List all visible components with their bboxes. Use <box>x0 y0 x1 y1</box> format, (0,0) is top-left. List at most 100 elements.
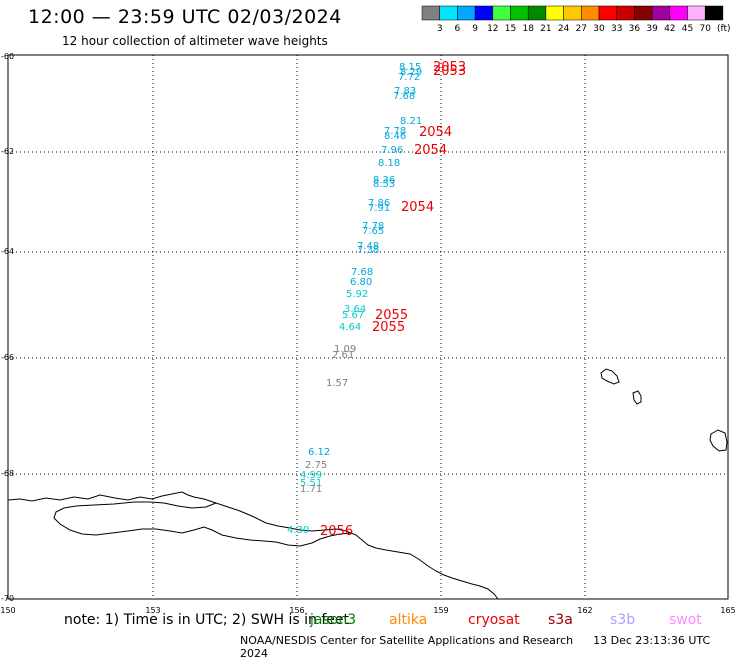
wave-height-label: 5.92 <box>346 289 368 300</box>
satellite-jason3: jason3 <box>310 612 357 628</box>
legend-swatch-14 <box>669 5 688 21</box>
lon-tick-label: 165 <box>720 606 735 615</box>
wave-height-label: 7.38 <box>357 245 379 256</box>
legend-label: 6 <box>455 24 461 34</box>
satellite-altika: altika <box>389 612 428 628</box>
legend-label: 30 <box>593 24 605 34</box>
wave-height-labels: 8.158.297.727.837.688.217.788.467.968.18… <box>287 62 422 536</box>
wave-height-label: 6.12 <box>308 447 330 458</box>
pass-time-label: 2054 <box>401 200 434 215</box>
legend-swatch-2 <box>457 5 476 21</box>
lat-tick-label: -68 <box>1 469 14 478</box>
legend-label: 42 <box>664 24 675 34</box>
wave-height-label: 1.09 <box>334 344 356 355</box>
pass-time-label: 2055 <box>372 320 405 335</box>
legend-label: 70 <box>699 24 711 34</box>
wave-height-label: 7.68 <box>351 267 373 278</box>
wave-height-label: 8.46 <box>384 131 406 142</box>
wave-height-label: 3.64 <box>344 304 366 315</box>
legend-swatch-3 <box>474 5 494 21</box>
wave-height-label: 7.72 <box>398 72 420 83</box>
legend-label: 45 <box>682 24 693 34</box>
lon-tick-label: 162 <box>577 606 592 615</box>
legend-swatch-8 <box>563 5 582 21</box>
legend-label: 39 <box>646 24 658 34</box>
pass-time-label: 2053 <box>433 64 466 79</box>
wave-height-label: 1.71 <box>300 484 322 495</box>
wave-height-label: 4.30 <box>287 525 309 536</box>
legend-label: 21 <box>540 24 551 34</box>
legend-swatch-6 <box>527 5 547 21</box>
wave-height-label: 5.67 <box>342 310 364 321</box>
legend-swatch-5 <box>510 5 529 21</box>
legend-label: 24 <box>558 24 570 34</box>
coastline <box>7 368 728 600</box>
wave-height-label: 8.36 <box>373 175 395 186</box>
map-subtitle: 12 hour collection of altimeter wave hei… <box>62 34 328 48</box>
island-2 <box>632 390 642 405</box>
legend-swatch-12 <box>634 5 653 21</box>
legend-label: 3 <box>437 24 443 34</box>
legend-label: 36 <box>629 24 641 34</box>
legend-swatch-7 <box>545 5 564 21</box>
lat-tick-label: -60 <box>1 52 14 61</box>
wave-height-label: 4.99 <box>300 470 322 481</box>
wave-height-label: 2.75 <box>305 460 327 471</box>
island-1 <box>600 368 620 385</box>
legend-swatch-16 <box>704 5 724 21</box>
wave-height-label: 7.48 <box>357 241 379 252</box>
legend-label: 33 <box>611 24 622 34</box>
lat-tick-label: -62 <box>1 147 14 156</box>
legend-swatch-10 <box>598 5 617 21</box>
wave-height-label: 7.78 <box>384 126 406 137</box>
legend-swatch-9 <box>581 5 600 21</box>
wave-height-label: 6.80 <box>350 277 372 288</box>
legend-label: 27 <box>576 24 587 34</box>
legend-label: 12 <box>487 24 498 34</box>
lon-tick-label: 153 <box>145 606 160 615</box>
legend-swatch-0 <box>421 5 440 21</box>
legend-swatch-15 <box>687 5 706 21</box>
wave-height-label: 1.57 <box>326 378 348 389</box>
wave-height-label: 2.61 <box>332 350 354 361</box>
pass-time-label: 2053 <box>433 60 466 75</box>
footnote: note: 1) Time is in UTC; 2) SWH is in fe… <box>64 612 350 628</box>
lat-tick-label: -70 <box>1 594 14 603</box>
lon-tick-label: 159 <box>433 606 448 615</box>
pass-time-label: 2055 <box>375 308 408 323</box>
wave-height-label: 7.91 <box>368 203 390 214</box>
wave-height-label: 8.21 <box>400 116 422 127</box>
wave-height-label: 7.83 <box>394 86 416 97</box>
wave-height-label: 7.96 <box>381 145 403 156</box>
credit-text: NOAA/NESDIS Center for Satellite Applica… <box>240 634 574 647</box>
legend-label: 15 <box>505 24 516 34</box>
lon-tick-label: 150 <box>0 606 15 615</box>
satellite-s3b: s3b <box>610 612 636 628</box>
antarctic-coastline <box>7 491 499 600</box>
wave-height-label: 7.78 <box>362 221 384 232</box>
lon-tick-label: 156 <box>289 606 304 615</box>
legend-swatch-1 <box>439 5 458 21</box>
credit-line: NOAA/NESDIS Center for Satellite Applica… <box>240 634 740 660</box>
latitude-tick-labels: -60 -62 -64 -66 -68 -70 <box>1 52 14 603</box>
lat-tick-label: -66 <box>1 353 14 362</box>
satellite-cryosat: cryosat <box>468 612 520 628</box>
legend-swatch-11 <box>616 5 635 21</box>
wave-height-label: 8.53 <box>373 179 395 190</box>
legend-label: 9 <box>472 24 478 34</box>
island-3 <box>709 429 728 452</box>
pass-time-label: 2054 <box>419 125 452 140</box>
map-title: 12:00 — 23:59 UTC 02/03/2024 <box>28 6 342 28</box>
lat-tick-label: -64 <box>1 247 14 256</box>
wave-height-label: 4.64 <box>339 322 361 333</box>
color-legend: 3 6 9 12 15 18 21 24 27 30 33 36 39 42 45 70 (ft) <box>421 5 731 34</box>
legend-swatch-4 <box>492 5 511 21</box>
satellite-swot: swot <box>669 612 702 628</box>
longitude-tick-labels: 150 153 156 159 162 165 <box>0 606 735 615</box>
wave-height-label: 7.68 <box>393 91 415 102</box>
wave-height-label: 5.51 <box>300 478 322 489</box>
graticule <box>8 55 728 599</box>
legend-unit: (ft) <box>717 24 731 34</box>
